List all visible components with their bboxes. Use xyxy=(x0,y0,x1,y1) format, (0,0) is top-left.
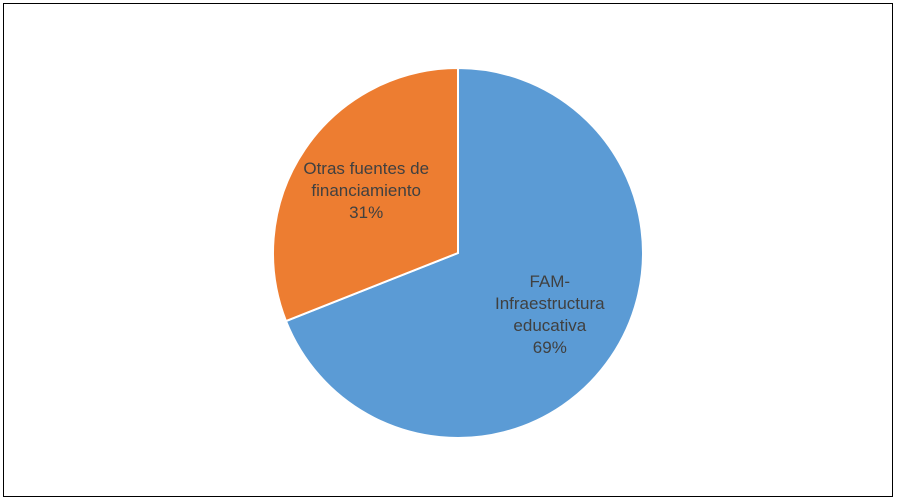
chart-frame xyxy=(3,3,893,497)
category-label: FAM-Infraestructura educativa xyxy=(494,272,605,336)
pie-slice xyxy=(272,66,459,323)
slice-label: FAM-Infraestructura educativa 69% xyxy=(475,271,625,359)
pie-slice xyxy=(284,66,644,439)
value-label: 69% xyxy=(532,338,567,358)
slice-label: Otras fuentes de financiamiento 31% xyxy=(291,158,441,224)
value-label: 31% xyxy=(349,202,384,222)
category-label: Otras fuentes de financiamiento xyxy=(303,158,430,200)
